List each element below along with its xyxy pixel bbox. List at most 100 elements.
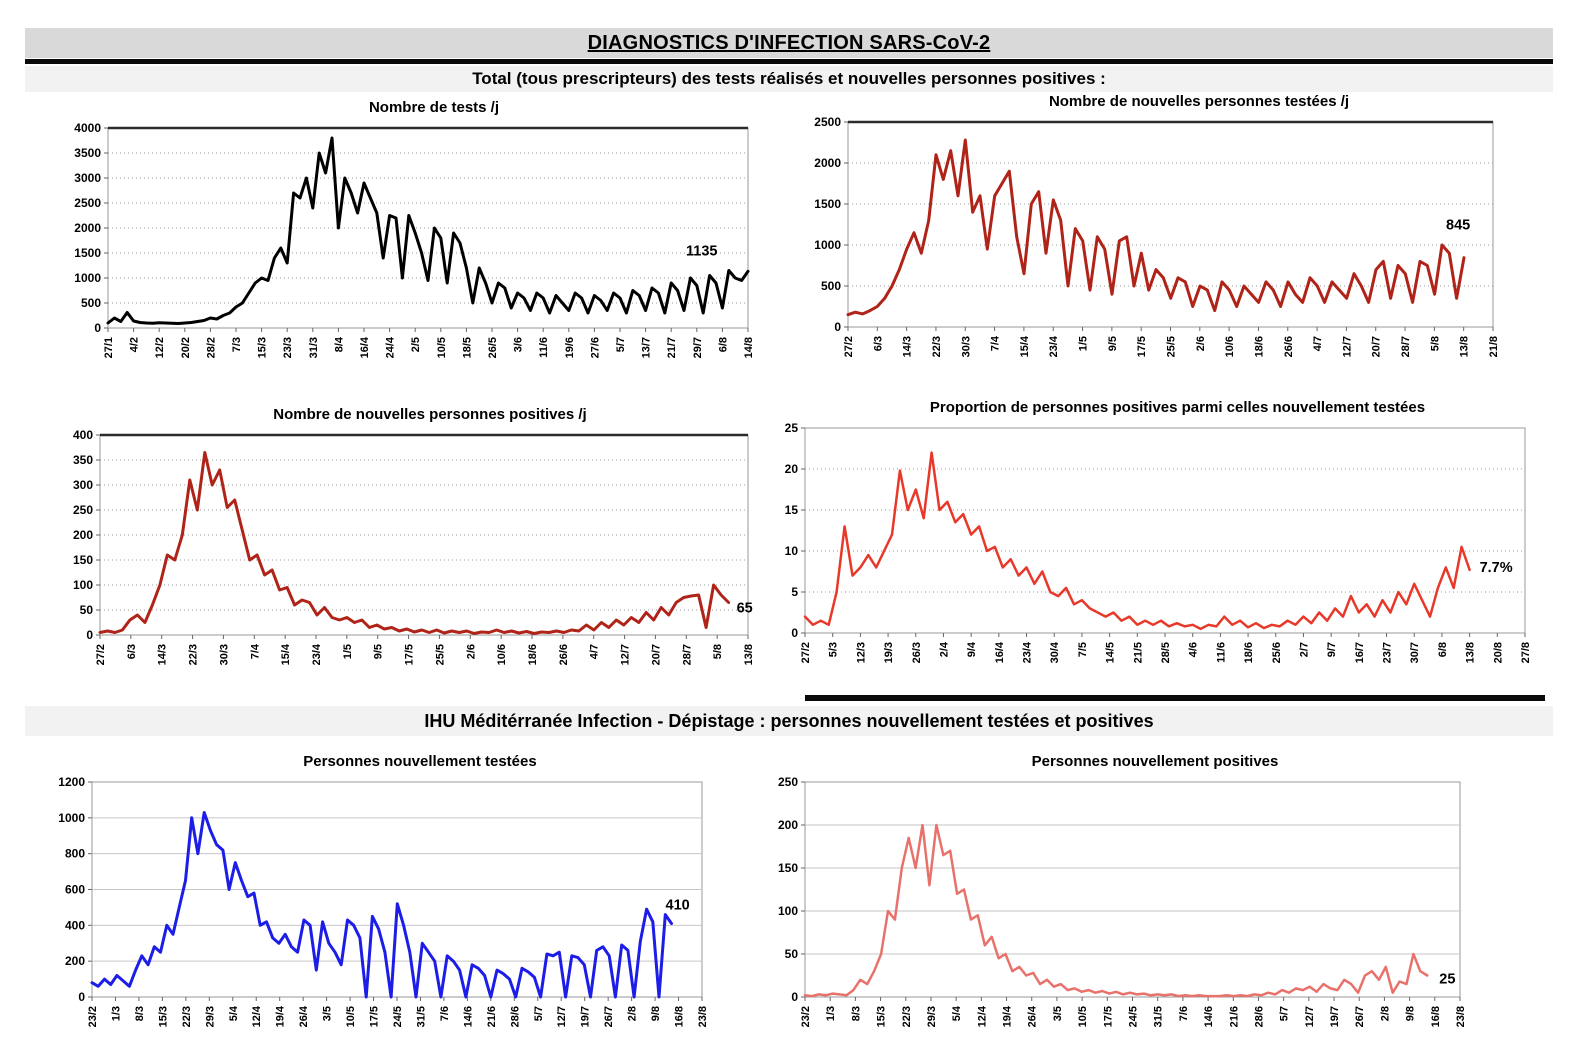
chart-plot-proportion-positives: 0 5 10 15 20 25 27/2 5/3 12/3 19/3 26/3 2/4 9/4 16/4 2… (785, 421, 1532, 663)
chart-title-nombre-de-tests: Nombre de tests /j (368, 99, 500, 116)
x-tick-label: 16/8 (674, 1006, 686, 1027)
x-tick-label: 19/4 (275, 1005, 287, 1027)
x-tick-label: 10/6 (496, 644, 508, 665)
x-tick-label: 7/4 (249, 643, 261, 659)
x-tick-label: 5/7 (615, 337, 627, 352)
x-tick-label: 3/5 (1052, 1006, 1064, 1021)
x-tick-label: 28/6 (1253, 1006, 1265, 1027)
x-tick-label: 26/6 (1283, 336, 1295, 357)
y-tick-label: 50 (785, 947, 799, 961)
y-tick-label: 1000 (58, 811, 85, 825)
x-tick-label: 28/7 (681, 644, 693, 665)
x-tick-label: 27/8 (1520, 642, 1532, 663)
x-tick-label: 21/8 (1488, 336, 1500, 357)
y-tick-label: 20 (785, 462, 799, 476)
x-tick-label: 19/7 (1329, 1006, 1341, 1027)
x-tick-label: 2/5 (410, 337, 422, 352)
x-tick-label: 5/4 (951, 1005, 963, 1021)
x-tick-label: 15/4 (1019, 335, 1031, 357)
chart-nouvelles-personnes-positives: Nombre de nouvelles personnes positives … (60, 405, 760, 705)
x-tick-label: 26/7 (1354, 1006, 1366, 1027)
x-tick-label: 22/3 (181, 1006, 193, 1027)
y-tick-label: 400 (73, 428, 93, 442)
x-tick-label: 5/7 (1279, 1006, 1291, 1021)
chart-title-ihu-personnes-testees: Personnes nouvellement testées (303, 753, 537, 770)
x-tick-label: 14/6 (462, 1006, 474, 1027)
x-tick-label: 16/7 (1354, 642, 1366, 663)
x-tick-label: 19/6 (564, 337, 576, 358)
x-tick-label: 7/4 (990, 335, 1002, 351)
x-tick-label: 7/5 (1077, 642, 1089, 657)
x-tick-label: 26/3 (911, 642, 923, 663)
report-title: DIAGNOSTICS D'INFECTION SARS-CoV-2 (587, 31, 991, 54)
y-tick-label: 600 (65, 883, 85, 897)
y-tick-label: 150 (778, 861, 798, 875)
y-tick-label: 3000 (74, 171, 101, 185)
chart-line (803, 451, 1471, 631)
y-tick-label: 10 (785, 544, 799, 558)
y-tick-label: 500 (821, 279, 841, 293)
x-tick-label: 31/5 (1153, 1006, 1165, 1027)
plot-area (804, 427, 1526, 634)
y-tick-label: 3500 (74, 146, 101, 160)
x-tick-label: 18/5 (461, 337, 473, 358)
x-tick-label: 23/8 (1455, 1006, 1467, 1027)
x-tick-label: 27/1 (103, 337, 115, 358)
y-tick-label: 15 (785, 503, 799, 517)
x-tick-label: 26/4 (1027, 1005, 1039, 1027)
x-tick-label: 27/2 (95, 644, 107, 665)
x-tick-label: 12/7 (1341, 336, 1353, 357)
x-tick-label: 14/3 (902, 336, 914, 357)
y-tick-label: 2500 (814, 115, 841, 129)
x-tick-label: 11/6 (538, 337, 550, 358)
x-tick-label: 12/3 (855, 642, 867, 663)
x-tick-label: 10/5 (1077, 1006, 1089, 1027)
end-value-label: 845 (1446, 218, 1470, 234)
x-tick-label: 2/6 (1195, 336, 1207, 351)
x-tick-label: 4/6 (1188, 642, 1200, 657)
x-tick-label: 13/8 (743, 644, 755, 665)
x-tick-label: 19/4 (1002, 1005, 1014, 1027)
x-tick-label: 12/7 (1304, 1006, 1316, 1027)
x-tick-label: 25/6 (1271, 642, 1283, 663)
x-tick-label: 16/8 (1430, 1006, 1442, 1027)
y-tick-label: 0 (78, 990, 85, 1004)
x-tick-label: 12/7 (556, 1006, 568, 1027)
chart-title-proportion-positives: Proportion de personnes positives parmi … (929, 399, 1426, 416)
x-tick-label: 9/8 (650, 1006, 662, 1021)
x-tick-label: 30/4 (1049, 641, 1061, 663)
x-tick-label: 9/7 (1326, 642, 1338, 657)
y-tick-label: 5 (791, 585, 798, 599)
x-tick-label: 4/2 (129, 337, 141, 352)
x-tick-label: 5/7 (533, 1006, 545, 1021)
x-tick-label: 18/6 (1243, 642, 1255, 663)
x-tick-label: 7/6 (1178, 1006, 1190, 1021)
x-tick-label: 9/8 (1405, 1006, 1417, 1021)
x-tick-label: 6/8 (717, 337, 729, 352)
end-value-label: 7.7% (1480, 560, 1513, 576)
x-tick-label: 6/8 (1437, 642, 1449, 657)
x-tick-label: 12/2 (154, 337, 166, 358)
x-tick-label: 2/4 (938, 641, 950, 657)
y-tick-label: 200 (65, 954, 85, 968)
x-tick-label: 3/5 (322, 1006, 334, 1021)
x-tick-label: 27/2 (800, 642, 812, 663)
section-divider-line (805, 695, 1545, 701)
x-tick-label: 26/6 (558, 644, 570, 665)
x-tick-label: 20/7 (650, 644, 662, 665)
x-tick-label: 17/5 (404, 644, 416, 665)
x-tick-label: 20/8 (1492, 642, 1504, 663)
chart-plot-ihu-personnes-positives: 0 50 100 150 200 250 23/2 1/3 8/3 15/3 22/3 29/3 5/4… (778, 775, 1467, 1027)
y-tick-label: 1200 (58, 775, 85, 789)
chart-nouvelles-personnes-testees: Nombre de nouvelles personnes testées /j… (790, 92, 1550, 397)
y-tick-label: 800 (65, 847, 85, 861)
x-tick-label: 15/3 (876, 1006, 888, 1027)
chart-plot-nouvelles-personnes-testees: 0 500 1000 1500 2000 2500 27/2 6/3 14/3 22/3 30/3 7… (814, 115, 1500, 357)
plot-area (804, 781, 1461, 998)
x-tick-label: 25/5 (1166, 336, 1178, 357)
y-tick-label: 2500 (74, 196, 101, 210)
x-tick-label: 14/6 (1203, 1006, 1215, 1027)
x-tick-label: 4/7 (589, 644, 601, 659)
y-tick-label: 400 (65, 918, 85, 932)
y-tick-label: 1500 (74, 246, 101, 260)
